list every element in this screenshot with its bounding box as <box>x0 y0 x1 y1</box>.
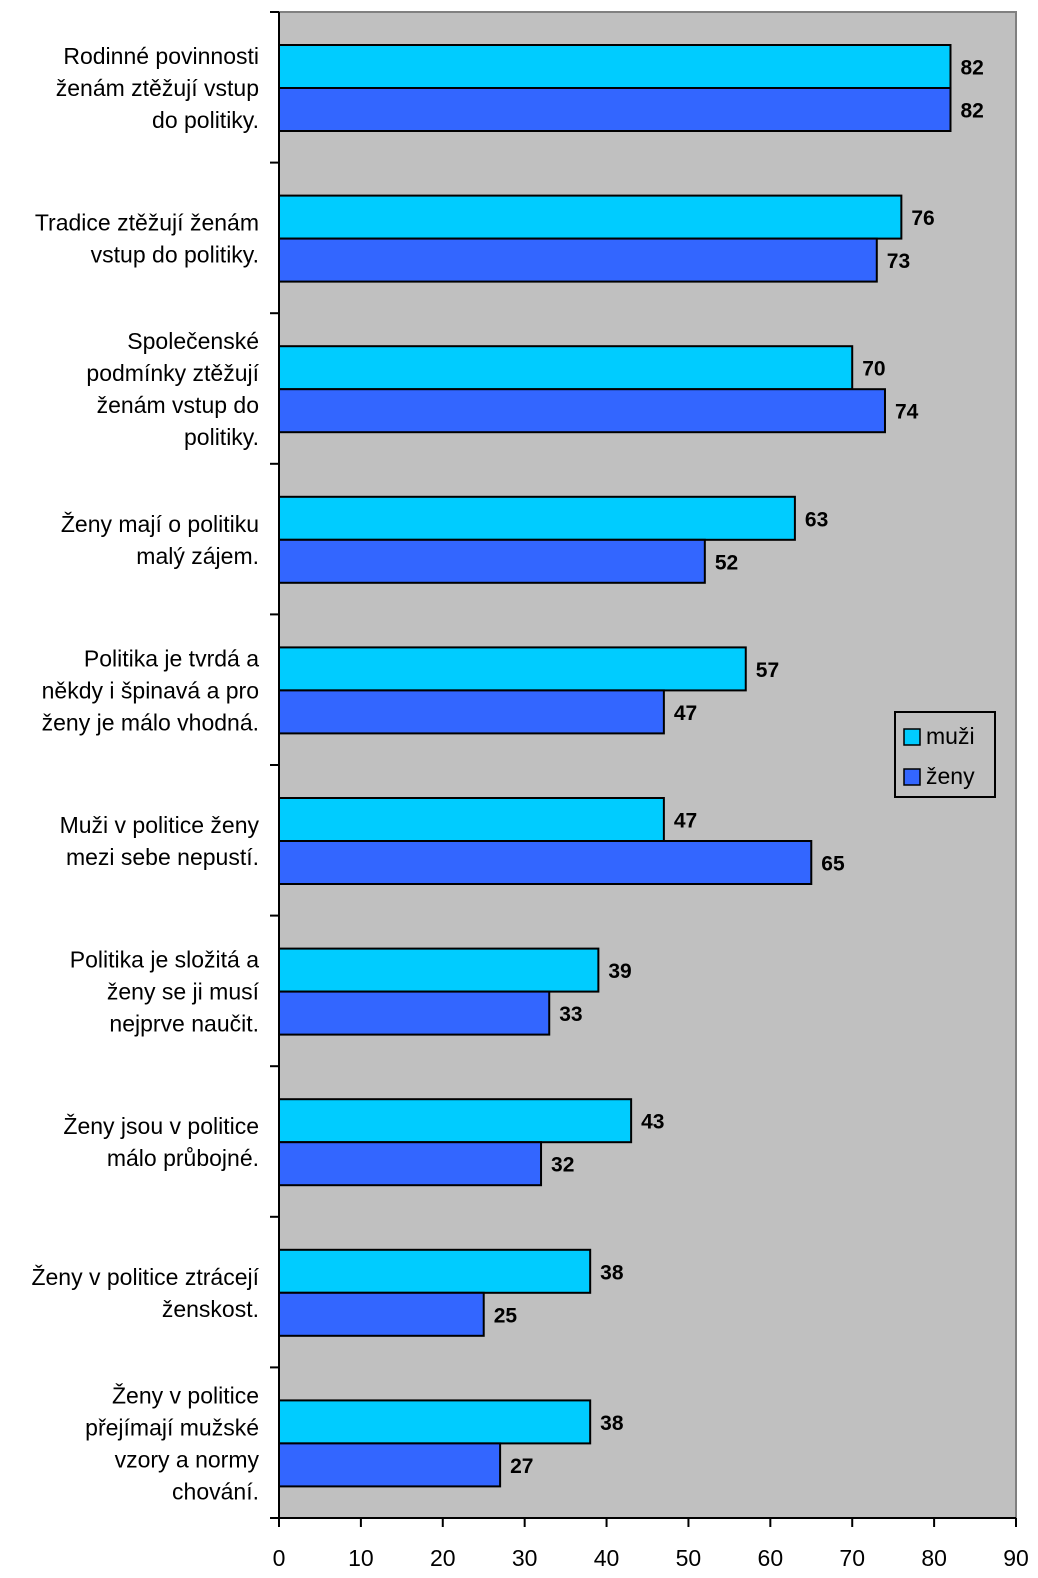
legend-swatch-muzi <box>903 728 921 746</box>
category-label-6-line-0: Politika je složitá a <box>70 947 259 973</box>
bar-zeny-1 <box>278 237 878 283</box>
bar-muzi-5 <box>278 797 665 842</box>
bar-zeny-9 <box>278 1442 502 1488</box>
category-label-0-line-2: do politiky. <box>152 107 259 133</box>
legend-label-zeny: ženy <box>926 763 975 789</box>
bar-muzi-4 <box>278 646 747 692</box>
value-label-zeny-0: 82 <box>960 100 983 123</box>
bar-zeny-2 <box>278 388 886 434</box>
bar-zeny-5 <box>278 840 813 885</box>
category-label-5-line-0: Muži v politice ženy <box>60 812 260 838</box>
value-label-muzi-6: 39 <box>608 960 631 983</box>
x-tick-label-20: 20 <box>430 1545 456 1571</box>
bar-muzi-3 <box>278 495 796 541</box>
value-label-zeny-7: 32 <box>551 1154 574 1177</box>
value-label-muzi-9: 38 <box>600 1412 624 1435</box>
category-label-0-line-1: ženám ztěžují vstup <box>56 75 259 101</box>
bar-muzi-7 <box>278 1098 633 1144</box>
bar-muzi-1 <box>278 194 903 240</box>
category-label-2-line-2: ženám vstup do <box>97 392 259 418</box>
category-label-3-line-0: Ženy mají o politiku <box>61 511 259 537</box>
value-label-muzi-7: 43 <box>641 1111 664 1134</box>
value-label-muzi-3: 63 <box>805 508 828 531</box>
category-label-6-line-1: ženy se ji musí <box>107 979 260 1005</box>
x-tick-label-80: 80 <box>921 1545 947 1571</box>
x-tick-label-30: 30 <box>512 1545 538 1571</box>
category-label-7-line-0: Ženy jsou v politice <box>63 1113 259 1139</box>
bar-muzi-9 <box>278 1399 592 1445</box>
category-label-9-line-3: chování. <box>172 1478 259 1504</box>
category-label-4-line-2: ženy je málo vhodná. <box>42 709 259 735</box>
x-tick-label-0: 0 <box>273 1545 286 1571</box>
category-label-2-line-1: podmínky ztěžují <box>86 360 259 386</box>
x-tick-label-50: 50 <box>676 1545 702 1571</box>
legend-label-muzi: muži <box>926 723 975 749</box>
category-label-1-line-0: Tradice ztěžují ženám <box>35 210 259 236</box>
x-tick-label-10: 10 <box>348 1545 374 1571</box>
value-label-zeny-2: 74 <box>895 401 919 424</box>
category-label-5-line-1: mezi sebe nepustí. <box>66 844 259 870</box>
bar-zeny-4 <box>278 689 665 735</box>
category-label-4-line-0: Politika je tvrdá a <box>84 645 259 671</box>
bar-zeny-7 <box>278 1141 543 1187</box>
x-tick-label-40: 40 <box>594 1545 620 1571</box>
legend: muži ženy <box>894 711 996 798</box>
category-label-0-line-0: Rodinné povinnosti <box>63 43 259 69</box>
value-label-zeny-6: 33 <box>559 1003 582 1026</box>
value-label-zeny-5: 65 <box>821 853 845 876</box>
value-label-muzi-8: 38 <box>600 1261 624 1284</box>
x-tick-label-90: 90 <box>1003 1545 1029 1571</box>
bar-zeny-6 <box>278 990 551 1036</box>
x-tick-label-60: 60 <box>758 1545 784 1571</box>
value-label-zeny-9: 27 <box>510 1455 533 1478</box>
value-label-zeny-3: 52 <box>715 551 738 574</box>
axes-group: 0 10 20 30 40 50 60 70 80 90 <box>270 11 1029 1571</box>
category-label-1-line-1: vstup do politiky. <box>91 242 259 268</box>
category-label-9-line-1: přejímají mužské <box>85 1414 259 1440</box>
value-label-muzi-5: 47 <box>674 810 697 833</box>
category-label-6-line-2: nejprve naučit. <box>109 1011 259 1037</box>
category-label-3-line-1: malý zájem. <box>136 543 259 569</box>
value-label-zeny-4: 47 <box>674 702 697 725</box>
value-label-zeny-1: 73 <box>887 250 910 273</box>
legend-swatch-zeny <box>903 768 921 786</box>
bar-zeny-3 <box>278 538 706 584</box>
value-label-muzi-0: 82 <box>960 57 983 80</box>
value-label-muzi-2: 70 <box>862 358 885 381</box>
value-label-muzi-1: 76 <box>911 207 934 230</box>
category-label-9-line-2: vzory a normy <box>115 1446 260 1472</box>
category-label-8-line-0: Ženy v politice ztrácejí <box>31 1264 259 1290</box>
category-label-4-line-1: někdy i špinavá a pro <box>42 677 259 703</box>
value-label-zeny-8: 25 <box>494 1304 518 1327</box>
bar-zeny-8 <box>278 1291 485 1337</box>
value-label-muzi-4: 57 <box>756 659 779 682</box>
category-label-2-line-3: politiky. <box>184 424 259 450</box>
category-label-9-line-0: Ženy v politice <box>112 1382 259 1408</box>
category-labels-group: Rodinné povinnosti ženám ztěžují vstup do … <box>31 43 259 1504</box>
bars-group <box>278 44 952 1488</box>
category-label-8-line-1: ženskost. <box>162 1296 259 1322</box>
x-tick-label-70: 70 <box>839 1545 865 1571</box>
category-label-2-line-0: Společenské <box>127 328 259 354</box>
category-label-7-line-1: málo průbojné. <box>107 1145 259 1171</box>
bar-zeny-0 <box>278 87 952 132</box>
bar-muzi-6 <box>278 947 600 993</box>
bar-muzi-8 <box>278 1248 592 1294</box>
legend-box <box>894 711 996 798</box>
bar-muzi-0 <box>278 44 952 89</box>
bar-muzi-2 <box>278 345 854 391</box>
